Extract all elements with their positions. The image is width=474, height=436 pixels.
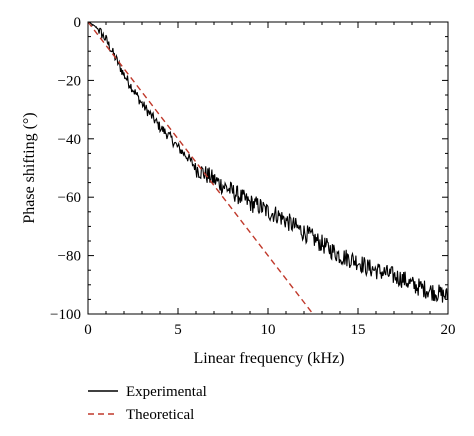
legend: Experimental Theoretical: [88, 384, 207, 423]
x-tick-label: 0: [84, 322, 92, 338]
legend-label-theoretical: Theoretical: [126, 407, 194, 423]
axis-ticks: 0 5 10 15 20 0 −20 −40 −60 −80 −100: [50, 15, 455, 338]
legend-label-experimental: Experimental: [126, 384, 207, 400]
y-tick-label: −40: [58, 132, 81, 148]
y-tick-label: −60: [58, 190, 81, 206]
series-line-experimental: [87, 21, 449, 303]
plot-area: [87, 21, 449, 315]
y-tick-label: −80: [58, 249, 81, 265]
series-line-theoretical: [87, 21, 314, 315]
plot-frame: [87, 21, 449, 315]
x-tick-label: 20: [441, 322, 456, 338]
y-tick-label: 0: [74, 15, 82, 31]
y-tick-label: −100: [50, 307, 81, 323]
x-tick-label: 5: [174, 322, 182, 338]
x-axis-title: Linear frequency (kHz): [193, 350, 344, 367]
x-tick-label: 15: [351, 322, 366, 338]
y-axis-title: Phase shifting (°): [21, 112, 38, 223]
x-tick-label: 10: [261, 322, 276, 338]
y-tick-label: −20: [58, 73, 81, 89]
